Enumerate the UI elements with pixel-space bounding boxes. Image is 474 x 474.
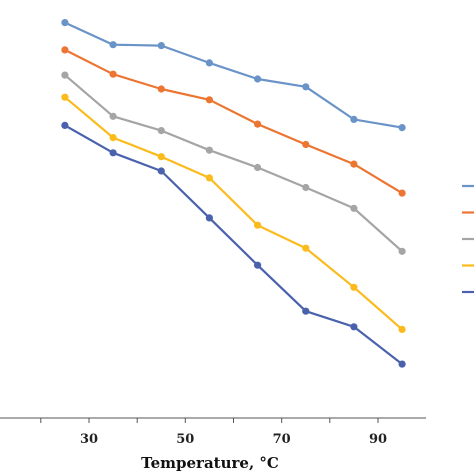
series-2-point <box>398 189 406 197</box>
series-2-point <box>302 140 310 149</box>
series-4-point <box>350 283 358 291</box>
series-5-point <box>157 167 165 175</box>
series-1-line <box>64 21 403 129</box>
series-2-point <box>109 70 117 78</box>
series-3-point <box>157 127 165 135</box>
series-2-point <box>350 160 358 168</box>
series-4-point <box>61 93 69 101</box>
series-1-point <box>205 59 213 67</box>
series-1-point <box>350 115 358 123</box>
series-5-point <box>254 261 262 269</box>
series-4-line <box>64 96 403 331</box>
series-3-point <box>109 112 117 120</box>
series-3-point <box>350 204 358 212</box>
x-tick-label: 90 <box>369 432 387 447</box>
series-3-line <box>64 74 403 253</box>
series-1-point <box>109 41 117 49</box>
series-5-line <box>64 124 403 365</box>
series-2-point <box>157 85 165 93</box>
series-3-point <box>398 247 406 255</box>
x-axis-title: Temperature, °C <box>141 454 279 472</box>
series-3-point <box>254 163 262 172</box>
series-2-point <box>61 46 69 54</box>
series-1-point <box>398 124 406 132</box>
series-2-point <box>254 120 262 128</box>
series-1-point <box>254 75 262 83</box>
plot-area <box>61 19 406 368</box>
series-5-point <box>61 121 69 129</box>
series-1-point <box>302 83 310 91</box>
x-tick-label: 50 <box>176 432 194 447</box>
series-5-point <box>398 360 406 368</box>
series-2-line <box>64 48 403 195</box>
series-4-point <box>157 153 165 161</box>
series-2-point <box>205 96 213 104</box>
series-4-point <box>398 325 406 333</box>
series-5-point <box>350 323 358 331</box>
x-axis: 30 50 70 90 <box>0 417 426 447</box>
series-4-point <box>254 221 262 229</box>
series-3-point <box>205 146 213 154</box>
series-1-point <box>157 42 165 50</box>
series-4-point <box>205 174 213 182</box>
legend <box>462 184 474 294</box>
series-3-point <box>61 71 69 79</box>
series-5-point <box>205 214 213 222</box>
series-5-point <box>302 307 310 315</box>
series-5-point <box>109 149 117 157</box>
series-3-point <box>302 183 310 192</box>
series-4-point <box>109 134 117 142</box>
x-tick-label: 30 <box>80 432 98 447</box>
series-1-point <box>61 19 69 27</box>
x-tick-label: 70 <box>273 432 291 447</box>
series-4-point <box>302 244 310 252</box>
